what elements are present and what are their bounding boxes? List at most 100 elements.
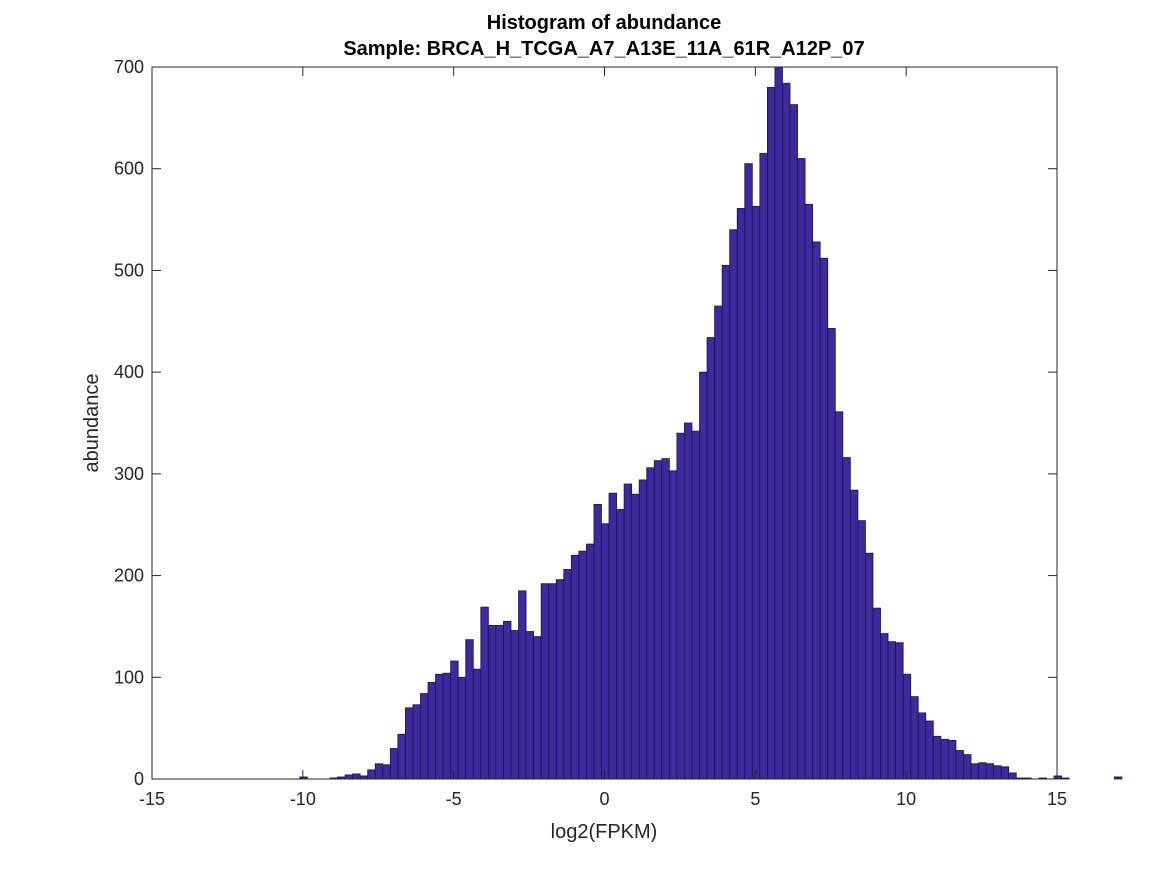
histogram-bar [465,639,474,780]
histogram-bar [374,763,384,780]
histogram-bar [367,769,376,780]
histogram-bar [548,583,557,780]
histogram-bar [420,693,429,780]
histogram-bar [631,493,640,780]
histogram-bar [427,681,436,780]
histogram-bar [555,579,565,780]
histogram-bar [389,748,399,780]
x-tick-label: 0 [599,789,609,809]
x-tick-label: 5 [750,789,760,809]
histogram-bar [1000,766,1010,780]
histogram-bar [955,750,964,780]
histogram-bar [767,86,776,780]
x-tick-label: 15 [1047,789,1067,809]
histogram-bar [774,66,783,780]
histogram-bar [638,479,648,780]
histogram-bar [676,432,685,780]
histogram-bar [706,337,716,780]
histogram-bar [729,229,738,780]
histogram-bar [540,583,550,780]
histogram-bar [404,707,414,780]
y-tick-label: 600 [114,159,144,179]
histogram-bar [985,763,995,780]
histogram-bar [495,625,504,780]
histogram-bar [352,773,361,780]
y-axis-label: abundance [81,374,103,473]
histogram-bar [812,241,821,780]
histogram-bar [668,470,678,780]
histogram-bar [917,712,927,780]
histogram-bar [782,82,791,780]
chart-title: Histogram of abundance [487,12,721,34]
histogram-bar [789,104,798,780]
x-tick-label: -15 [139,789,165,809]
histogram-bar [472,668,482,780]
histogram-bar [699,371,708,780]
x-tick-label: -10 [290,789,316,809]
histogram-bar [895,642,904,780]
histogram-bar [412,704,421,780]
histogram-bar [608,492,617,780]
histogram-bar [834,411,844,780]
y-tick-label: 200 [114,566,144,586]
histogram-bar [601,523,610,780]
histogram-bar [744,163,753,780]
histogram-bar [578,550,587,780]
histogram-bar [487,625,497,780]
histogram-bar [842,457,851,780]
histogram-bar [480,606,489,780]
histogram-bar [736,207,746,780]
histogram-bar [827,328,836,780]
x-axis-label: log2(FPKM) [551,821,658,843]
ticks-group: -15 -10 -5 0 5 10 15 0 100 200 300 400 500 600 700 [114,57,1067,809]
histogram-bar [623,483,633,780]
histogram-bar [759,153,768,780]
histogram-bar [880,633,889,780]
histogram-bar [525,631,535,780]
histogram-bar [940,738,949,780]
histogram-bar [797,158,806,780]
histogram-bar [1008,772,1017,780]
histogram-bar [344,774,354,780]
histogram-bar [970,763,979,780]
axes-box [151,66,1058,780]
histogram-bar [510,630,519,780]
histogram-bar [932,735,942,780]
x-tick-label: 10 [896,789,916,809]
x-tick-label: -5 [446,789,462,809]
histogram-bar [865,552,874,780]
histogram-bar [435,673,444,780]
histogram-bar [457,676,467,780]
y-tick-label: 400 [114,362,144,382]
histogram-bar [1061,777,1070,780]
histogram-bar [819,257,829,780]
histogram-bar [563,569,572,780]
y-tick-label: 0 [134,769,144,789]
histogram-bar [925,720,934,780]
histogram-bar [948,739,957,780]
histogram-bar [586,543,595,780]
y-tick-label: 300 [114,464,144,484]
histogram-bar [533,636,542,780]
histogram-bar [978,762,987,780]
histogram-bar [382,764,391,780]
histogram-bar [653,460,663,780]
histogram-bar [721,264,731,780]
histogram-bar [442,672,452,780]
histogram-bar [684,422,693,780]
histogram-bar [804,203,814,780]
histogram-bar [691,430,700,780]
chart-subtitle: Sample: BRCA_H_TCGA_A7_A13E_11A_61R_A12P… [343,38,864,60]
histogram-bar [887,641,897,780]
histogram-bar [963,754,972,780]
histogram-bar [993,765,1002,780]
histogram-bar [849,489,859,780]
histogram-bar [751,205,761,780]
histogram-bar [1053,775,1062,780]
histogram-bar [450,660,459,780]
y-tick-label: 700 [114,57,144,77]
histogram-bar [857,520,866,780]
histogram-bar [518,590,527,780]
